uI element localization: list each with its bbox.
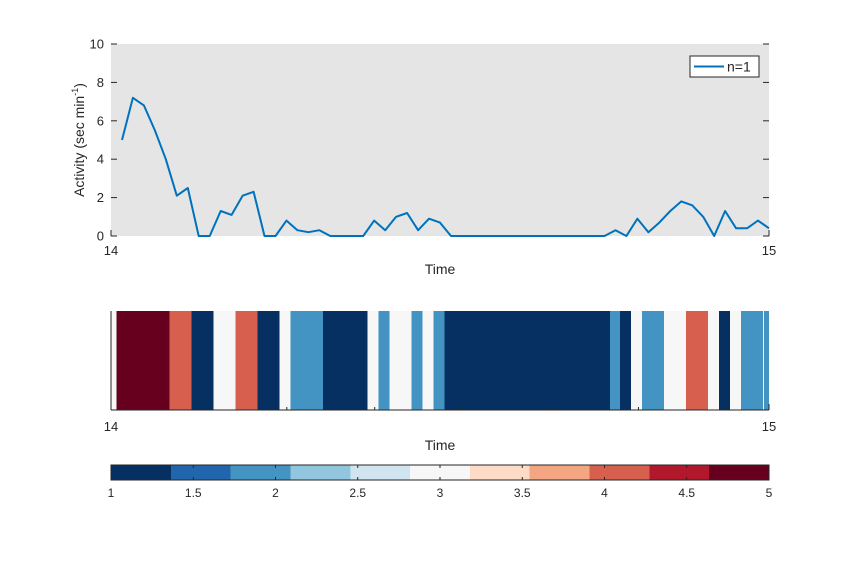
heatmap-cell xyxy=(290,311,324,410)
colorbar-swatch xyxy=(350,465,411,480)
heatmap-cell xyxy=(111,311,117,410)
colorbar-swatch xyxy=(709,465,770,480)
activity-heatmap-strip: 14 15 Time xyxy=(104,311,776,453)
heatmap-cell xyxy=(718,311,730,410)
line-y-tick-label: 2 xyxy=(97,190,104,205)
colorbar-swatch xyxy=(230,465,291,480)
heatmap-cell xyxy=(389,311,412,410)
colorbar-tick-label: 3.5 xyxy=(514,486,531,500)
line-y-axis-label-superscript: -1 xyxy=(70,88,80,96)
line-y-tick-label: 10 xyxy=(90,37,104,52)
colorbar-tick-label: 4.5 xyxy=(678,486,695,500)
heatmap-cell xyxy=(213,311,236,410)
colorbar-tick-label: 3 xyxy=(437,486,444,500)
heatmap-cell xyxy=(367,311,379,410)
colorbar-swatch xyxy=(170,465,231,480)
heatmap-x-axis-label: Time xyxy=(425,437,456,453)
heatmap-cell xyxy=(257,311,280,410)
activity-line-chart: 0 2 4 6 8 10 14 15 Time Activity (sec min-1) n… xyxy=(70,37,776,278)
colorbar-swatch xyxy=(410,465,471,480)
line-y-tick-label: 8 xyxy=(97,75,104,90)
line-y-axis-label: Activity (sec min-1) xyxy=(70,83,87,197)
colorbar-swatch xyxy=(589,465,650,480)
heatmap-cell xyxy=(444,311,610,410)
colorbar-swatch xyxy=(649,465,710,480)
colorbar-cells xyxy=(111,465,770,480)
heatmap-cell xyxy=(630,311,642,410)
heatmap-cell xyxy=(191,311,214,410)
heatmap-cell xyxy=(422,311,434,410)
heatmap-cell xyxy=(609,311,620,410)
heatmap-cell xyxy=(619,311,631,410)
heatmap-cell xyxy=(641,311,664,410)
colorbar-swatch xyxy=(290,465,351,480)
heatmap-cell xyxy=(116,311,170,410)
line-y-axis-label-close: ) xyxy=(71,83,87,88)
heatmap-cell xyxy=(235,311,258,410)
heatmap-cell xyxy=(169,311,192,410)
line-y-tick-label: 4 xyxy=(97,152,104,167)
line-x-tick-label: 14 xyxy=(104,243,118,258)
colorbar-tick-label: 5 xyxy=(766,486,773,500)
heatmap-cell xyxy=(764,311,769,410)
line-y-tick-label: 6 xyxy=(97,113,104,128)
heatmap-cell xyxy=(323,311,368,410)
heatmap-cell xyxy=(763,311,764,410)
colorbar-swatch xyxy=(529,465,590,480)
heatmap-cell xyxy=(378,311,390,410)
legend: n=1 xyxy=(689,55,760,78)
heatmap-x-tick-label: 14 xyxy=(104,419,118,434)
line-y-tick-label: 0 xyxy=(97,229,104,244)
heatmap-cell xyxy=(740,311,764,410)
line-x-tick-label: 15 xyxy=(762,243,776,258)
colorbar-swatch xyxy=(111,465,172,480)
heatmap-cell xyxy=(663,311,686,410)
legend-label-n1: n=1 xyxy=(727,59,751,75)
colorbar-ticks: 1 1.5 2 2.5 3 3.5 4 4.5 5 xyxy=(108,465,773,500)
heatmap-cell xyxy=(729,311,741,410)
colorbar-swatch xyxy=(469,465,531,480)
colorbar-tick-label: 4 xyxy=(601,486,608,500)
line-plot-background xyxy=(111,44,769,236)
heatmap-x-tick-label: 15 xyxy=(762,419,776,434)
heatmap-cell xyxy=(279,311,291,410)
colorbar-tick-label: 2 xyxy=(272,486,279,500)
colorbar-tick-label: 2.5 xyxy=(349,486,366,500)
heatmap-cell xyxy=(707,311,719,410)
heatmap-cell xyxy=(685,311,708,410)
line-y-axis-label-main: Activity (sec min xyxy=(71,96,87,197)
colorbar-tick-label: 1.5 xyxy=(185,486,202,500)
legend-box xyxy=(689,55,760,78)
colorbar-tick-label: 1 xyxy=(108,486,115,500)
line-x-axis: 14 15 xyxy=(104,230,776,258)
line-x-axis-label: Time xyxy=(425,261,456,277)
series-line-n1 xyxy=(121,96,770,237)
heatmap-cell xyxy=(411,311,423,410)
heatmap-cell xyxy=(433,311,445,410)
heatmap-cells xyxy=(111,311,769,410)
colorbar: 1 1.5 2 2.5 3 3.5 4 4.5 5 xyxy=(108,464,773,500)
heatmap-x-axis: 14 15 xyxy=(104,404,776,434)
line-y-axis: 0 2 4 6 8 10 xyxy=(90,37,769,244)
